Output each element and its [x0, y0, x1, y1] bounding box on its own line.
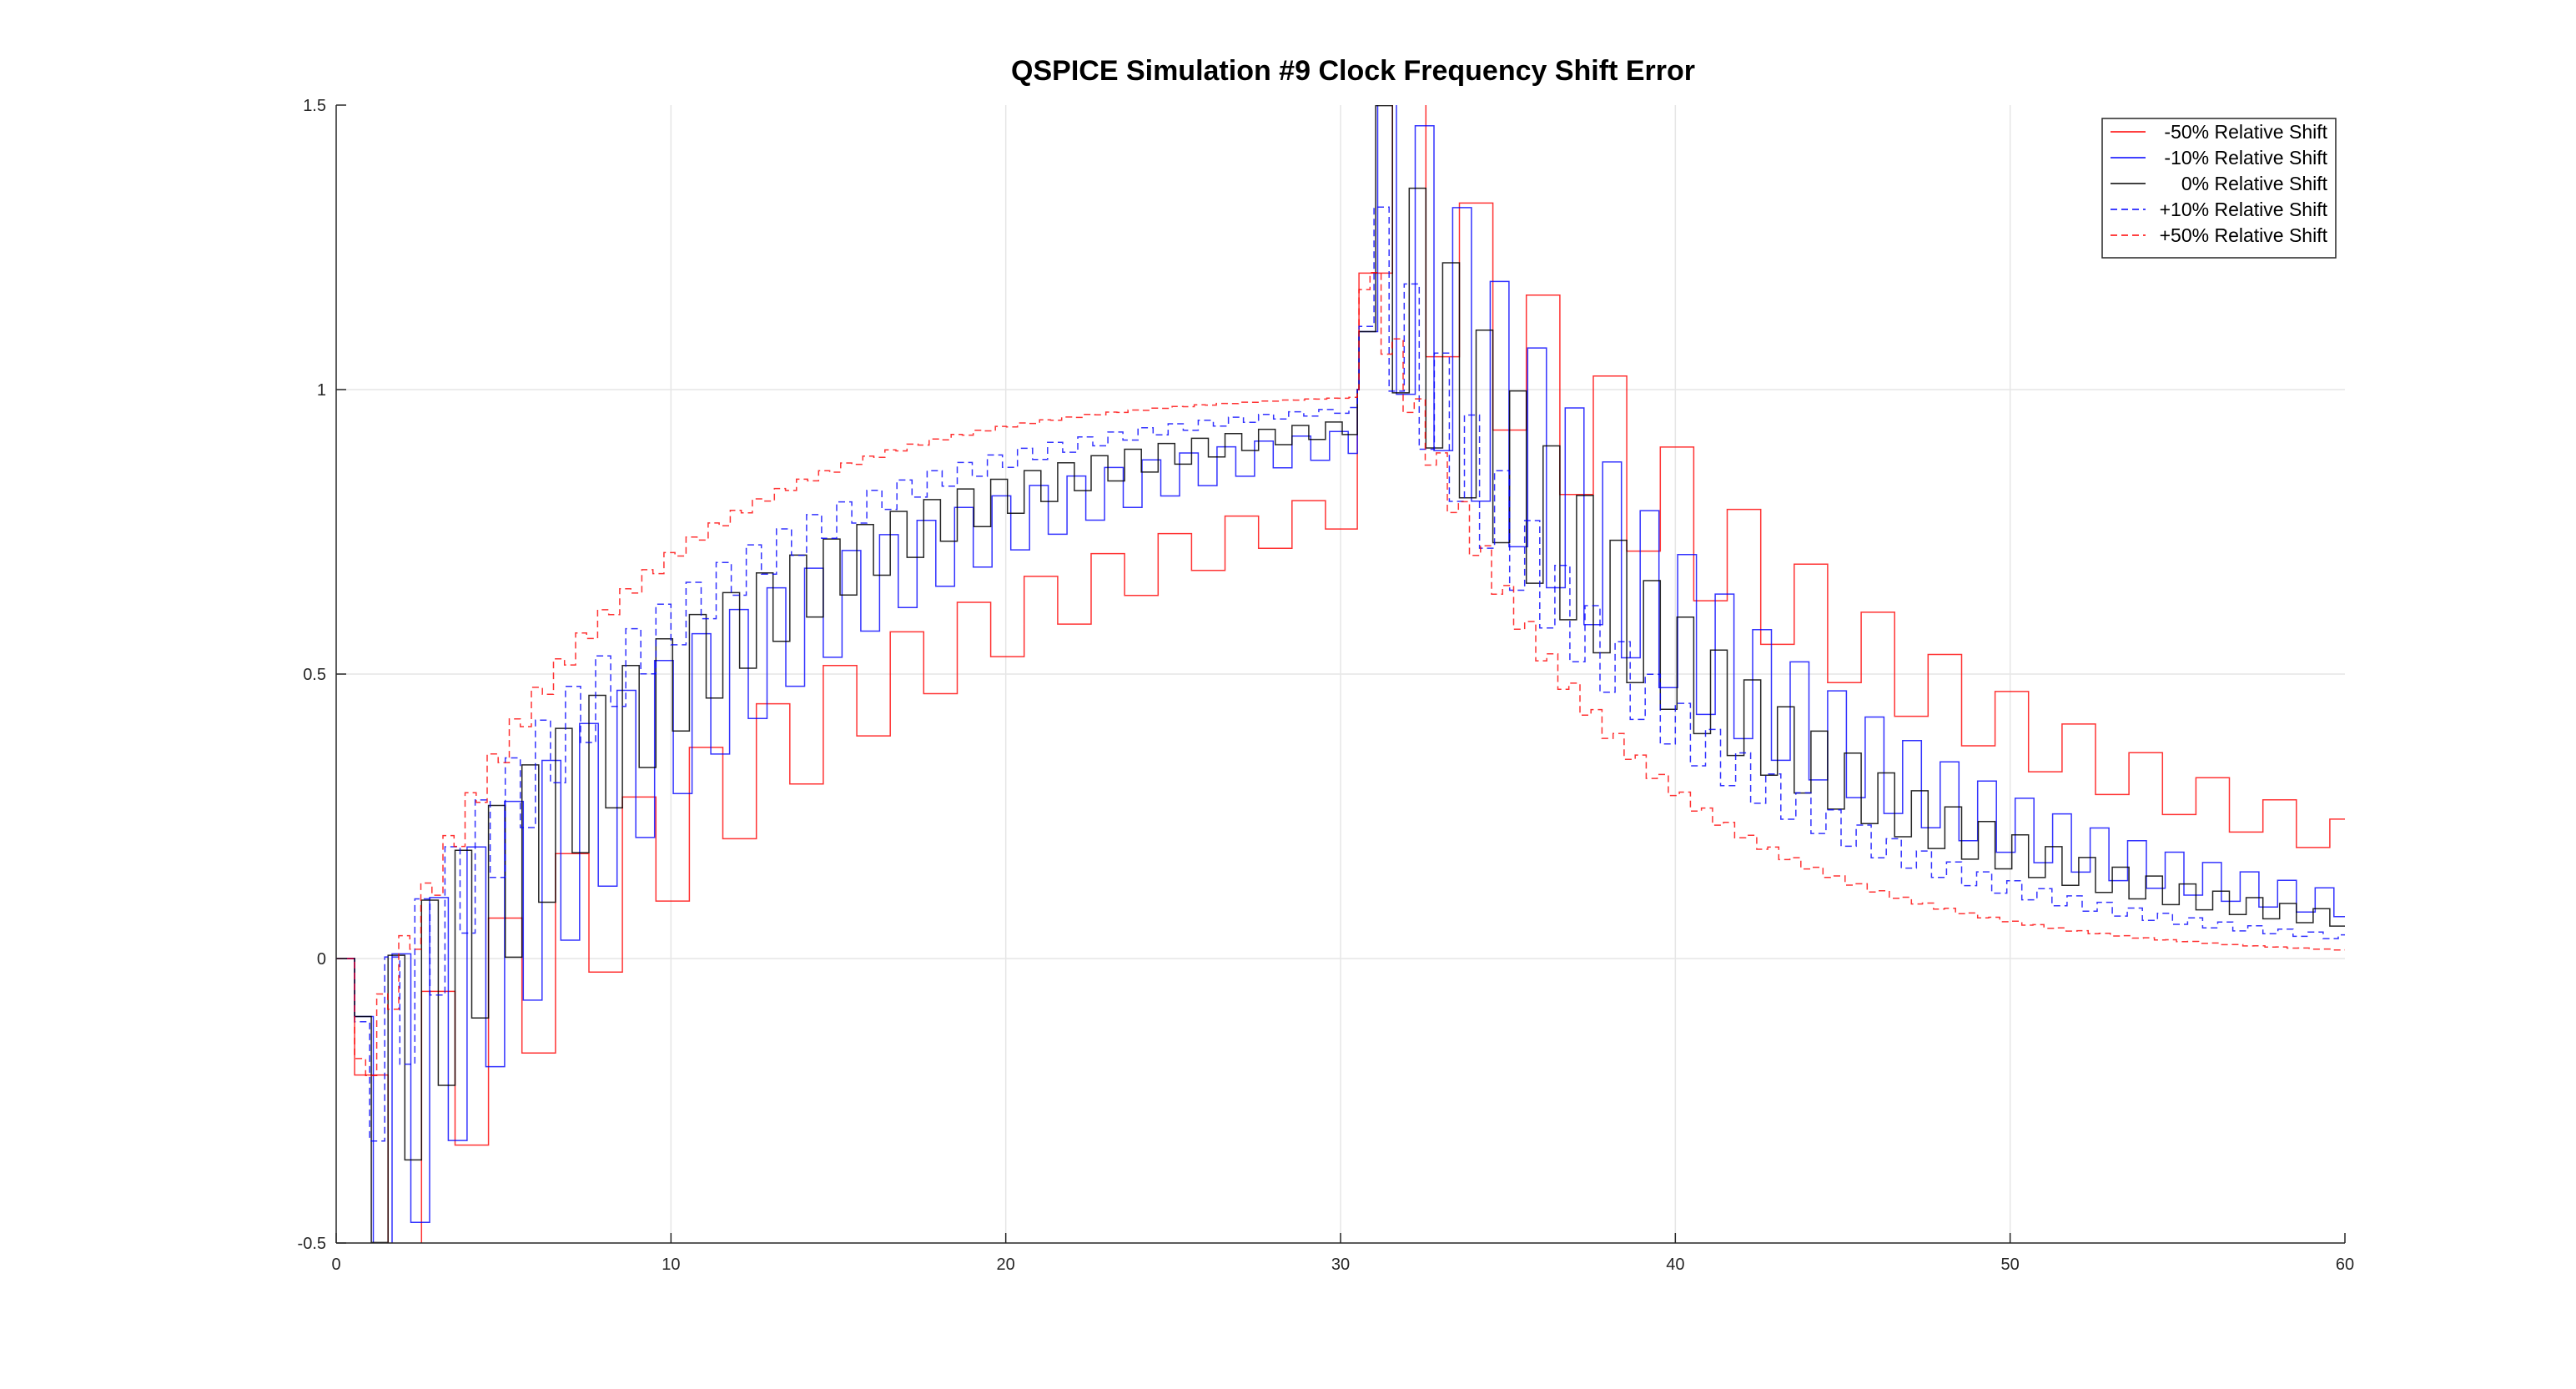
- legend-label: +10% Relative Shift: [2160, 199, 2328, 220]
- x-tick-label: 60: [2336, 1256, 2354, 1274]
- series-line-4: [336, 272, 2345, 1076]
- y-tick-label: 1.5: [303, 97, 326, 115]
- x-tick-label: 40: [1666, 1256, 1684, 1274]
- plot-area: 0 10 20 30 40 50 60 -0.5 0 0.5 1 1.5: [298, 97, 2355, 1274]
- grid: [336, 105, 2345, 1243]
- y-tick-label: -0.5: [298, 1235, 326, 1253]
- y-tick-label: 0.5: [303, 666, 326, 684]
- x-axis: 0 10 20 30 40 50 60: [331, 1233, 2354, 1274]
- x-tick-label: 30: [1331, 1256, 1350, 1274]
- series-layer: [336, 105, 2345, 1243]
- legend-label: 0% Relative Shift: [2181, 173, 2328, 194]
- series-line-3: [336, 206, 2345, 1142]
- x-tick-label: 50: [2001, 1256, 2020, 1274]
- x-tick-label: 10: [662, 1256, 680, 1274]
- series-line-0: [336, 105, 2345, 1243]
- x-tick-label: 0: [331, 1256, 340, 1274]
- y-axis: -0.5 0 0.5 1 1.5: [298, 97, 346, 1253]
- legend-label: -50% Relative Shift: [2164, 121, 2327, 143]
- y-tick-label: 1: [317, 381, 326, 400]
- legend-label: +50% Relative Shift: [2160, 224, 2328, 246]
- y-tick-label: 0: [317, 950, 326, 969]
- series-line-2: [336, 105, 2345, 1243]
- legend-label: -10% Relative Shift: [2164, 147, 2327, 169]
- chart-title: QSPICE Simulation #9 Clock Frequency Shi…: [1011, 55, 1695, 87]
- x-tick-label: 20: [997, 1256, 1015, 1274]
- legend-box: [2101, 118, 2337, 259]
- legend: -50% Relative Shift -10% Relative Shift 0%…: [2101, 118, 2337, 259]
